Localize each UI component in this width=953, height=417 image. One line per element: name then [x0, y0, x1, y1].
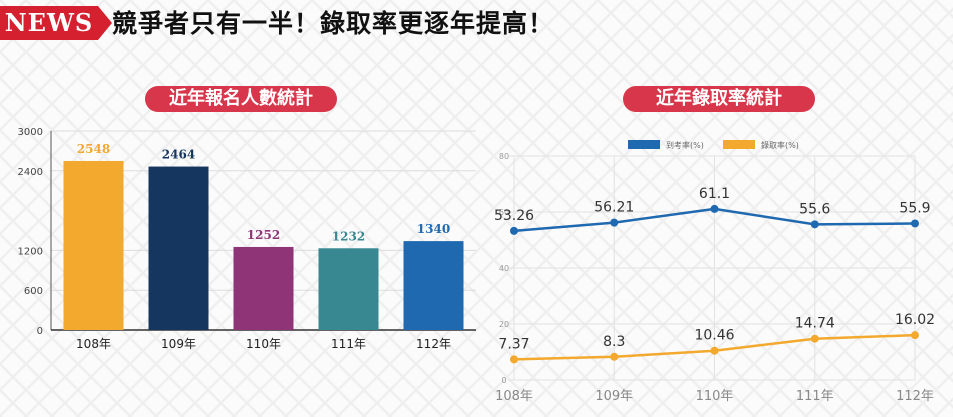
bar-data-label: 1340: [417, 222, 450, 236]
line-point: [610, 218, 619, 227]
line-point: [510, 226, 518, 235]
line-point: [510, 355, 518, 364]
line-data-label: 10.46: [694, 328, 734, 344]
line-y-tick-label: 40: [499, 264, 509, 273]
line-point: [911, 331, 919, 340]
line-x-tick-label: 108年: [495, 389, 533, 404]
bar-y-tick-label: 3000: [18, 127, 43, 138]
line-y-tick-label: 0: [501, 376, 506, 385]
legend-label: 錄取率(%): [761, 140, 799, 150]
bar-data-label: 2548: [77, 142, 110, 156]
bar-y-tick-label: 1200: [18, 246, 43, 257]
line-point: [810, 220, 819, 229]
line-x-tick-label: 111年: [796, 389, 834, 404]
bar-data-label: 2464: [162, 148, 195, 162]
bar: [148, 166, 209, 330]
line-x-tick-label: 112年: [896, 389, 934, 404]
line-data-label: 53.26: [494, 208, 534, 224]
bar: [318, 248, 379, 330]
line-y-tick-label: 80: [499, 152, 509, 161]
line-chart: 0 20 40 60 80 108年 109年 110年 111年 112年 到考率(%) 錄取率(%…: [494, 140, 935, 404]
bar-y-tick-label: 2400: [18, 167, 43, 178]
legend-label: 到考率(%): [666, 140, 704, 150]
line-point: [710, 204, 719, 213]
line-x-tick-label: 110年: [696, 389, 734, 404]
line-point: [911, 219, 919, 228]
headline: 競爭者只有一半！錄取率更逐年提高！: [112, 9, 555, 38]
line-y-tick-label: 60: [499, 208, 509, 217]
bar-chart: 0 600 1200 2400 3000 2548 108年 2464 109年 1252 110年…: [18, 127, 476, 351]
header: NEWS 競爭者只有一半！錄取率更逐年提高！: [0, 0, 953, 44]
news-badge: NEWS: [0, 6, 112, 40]
bar: [403, 241, 464, 330]
bar-x-tick-label: 109年: [161, 337, 196, 351]
bar: [233, 246, 294, 330]
line-data-label: 55.9: [899, 200, 930, 216]
bar-chart-title: 近年報名人數統計: [145, 86, 337, 112]
bar-x-tick-label: 108年: [76, 337, 111, 351]
bar-data-label: 1232: [332, 229, 365, 243]
bar-y-tick-label: 600: [24, 286, 43, 297]
line-data-label: 61.1: [699, 186, 730, 202]
bar-data-label: 1252: [247, 228, 280, 242]
line-point: [610, 352, 619, 361]
line-point: [710, 346, 719, 355]
line-point: [810, 334, 819, 343]
line-y-tick-label: 20: [499, 320, 509, 329]
bar: [63, 160, 124, 330]
line-data-label: 7.37: [498, 336, 529, 352]
line-data-label: 56.21: [594, 200, 634, 216]
line-x-tick-label: 109年: [595, 389, 633, 404]
legend-swatch: [628, 140, 660, 149]
line-data-label: 55.6: [799, 201, 830, 217]
line-chart-title: 近年錄取率統計: [623, 86, 815, 112]
bar-x-tick-label: 110年: [246, 337, 281, 351]
bar-x-tick-label: 111年: [331, 337, 366, 351]
line-data-label: 14.74: [795, 316, 835, 332]
line-data-label: 16.02: [895, 312, 935, 328]
line-data-label: 8.3: [603, 334, 625, 350]
bar-x-tick-label: 112年: [416, 337, 451, 351]
bar-y-tick-label: 0: [37, 326, 43, 337]
legend-swatch: [723, 140, 755, 149]
